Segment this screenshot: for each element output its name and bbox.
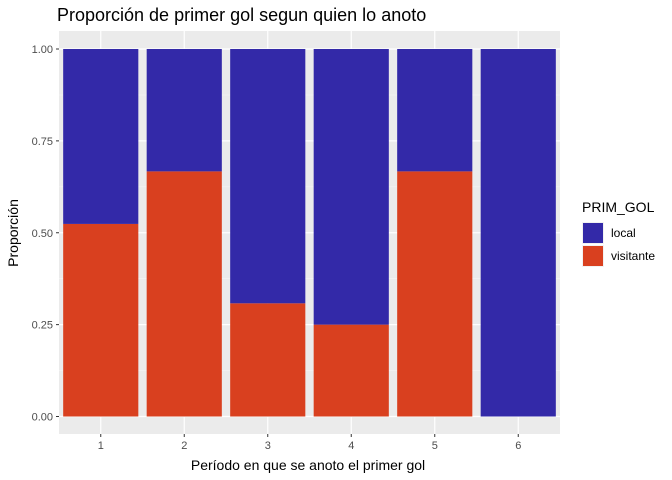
chart-title: Proporción de primer gol segun quien lo … bbox=[57, 5, 426, 25]
y-tick-label: 0.25 bbox=[32, 320, 53, 332]
y-tick-label: 1.00 bbox=[32, 44, 53, 56]
x-tick-label: 3 bbox=[265, 440, 271, 452]
bar-visitante-4 bbox=[313, 324, 389, 417]
y-tick-label: 0.50 bbox=[32, 228, 53, 240]
legend-label-local: local bbox=[611, 226, 636, 240]
bars bbox=[63, 49, 556, 417]
legend-swatch-local bbox=[583, 223, 603, 243]
legend-title: PRIM_GOL bbox=[582, 199, 655, 215]
legend-swatch-visitante bbox=[583, 246, 603, 266]
y-axis-title: Proporción bbox=[5, 199, 21, 267]
bar-local-1 bbox=[63, 49, 139, 224]
y-axis: 0.00 0.25 0.50 0.75 1.00 bbox=[32, 44, 59, 424]
y-tick-label: 0.75 bbox=[32, 136, 53, 148]
bar-local-3 bbox=[230, 49, 306, 304]
bar-visitante-1 bbox=[63, 223, 139, 417]
bar-local-2 bbox=[146, 49, 222, 172]
bar-visitante-5 bbox=[397, 171, 473, 417]
x-tick-label: 4 bbox=[348, 440, 354, 452]
bar-visitante-3 bbox=[230, 303, 306, 417]
x-axis: 1 2 3 4 5 6 bbox=[98, 434, 521, 452]
legend-label-visitante: visitante bbox=[611, 249, 655, 263]
x-tick-label: 6 bbox=[515, 440, 521, 452]
legend: PRIM_GOL local visitante bbox=[582, 199, 655, 267]
x-tick-label: 1 bbox=[98, 440, 104, 452]
bar-visitante-2 bbox=[146, 171, 222, 417]
x-axis-title: Período en que se anoto el primer gol bbox=[191, 457, 425, 473]
bar-local-5 bbox=[397, 49, 473, 172]
x-tick-label: 2 bbox=[181, 440, 187, 452]
bar-local-6 bbox=[480, 49, 556, 417]
x-tick-label: 5 bbox=[432, 440, 438, 452]
y-tick-label: 0.00 bbox=[32, 412, 53, 424]
bar-local-4 bbox=[313, 49, 389, 325]
